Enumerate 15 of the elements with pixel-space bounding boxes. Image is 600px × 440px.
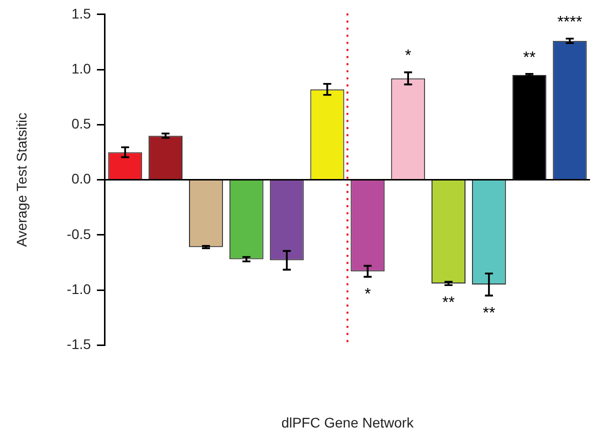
data-label: **: [442, 294, 455, 312]
data-label: **: [523, 49, 536, 66]
data-label: *: [364, 286, 371, 304]
y-tick-label: -1.0: [66, 280, 92, 297]
y-tick-label: 1.0: [71, 60, 92, 76]
y-axis-title: Average Test Statsitic: [13, 112, 30, 247]
x-axis-title: dlPFC Gene Network: [281, 414, 415, 430]
data-label: ****: [557, 14, 582, 32]
data-label: **: [482, 304, 496, 322]
y-tick-label: -0.5: [66, 226, 92, 242]
y-tick-label: 1.5: [71, 5, 92, 22]
y-tick-label: 0.0: [71, 170, 92, 187]
data-label: *: [404, 48, 412, 65]
y-tick-label: 0.5: [71, 116, 92, 132]
y-tick-label: -1.5: [66, 336, 92, 352]
